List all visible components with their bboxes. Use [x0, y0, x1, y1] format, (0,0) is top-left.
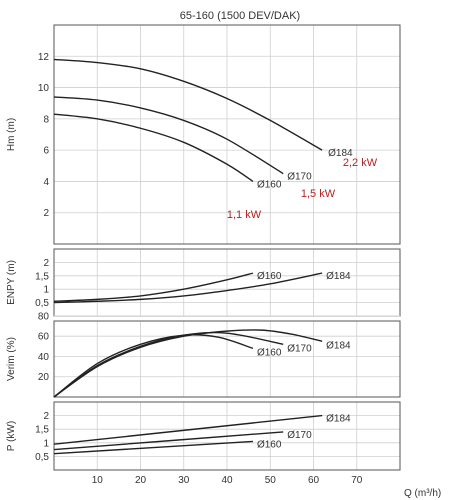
y-tick-label: 2: [43, 258, 49, 269]
x-tick-label: 20: [135, 475, 147, 486]
y-tick-label: 1,5: [35, 425, 49, 436]
x-tick-label: 70: [351, 475, 363, 486]
y-tick-label: 2: [43, 208, 49, 219]
series-label-hm: Ø160: [257, 179, 282, 190]
series-label-power: Ø160: [257, 439, 282, 450]
y-tick-label: 1: [43, 285, 49, 296]
motor-power-label: 2,2 kW: [343, 157, 378, 169]
x-tick-label: 30: [178, 475, 190, 486]
y-axis-title-npsh: ENPY (m): [6, 260, 17, 305]
y-tick-label: 10: [38, 83, 50, 94]
series-label-power: Ø170: [287, 430, 312, 441]
chart-title: 65-160 (1500 DEV/DAK): [180, 10, 300, 22]
panel-power: 0,5 1 1,5 2 P (kW) Ø184 Ø170 Ø160: [6, 401, 401, 471]
series-line-power-Ø170: [53, 431, 284, 451]
series-line-hm-Ø184: [53, 58, 323, 151]
series-line-power-Ø160: [53, 440, 253, 455]
y-axis-title-hm: Hm (m): [6, 118, 17, 151]
series-line-npsh-Ø160: [53, 272, 254, 302]
panel-frame: [53, 401, 401, 471]
series-label-eff: Ø170: [287, 343, 312, 354]
series-line-eff-Ø184: [53, 329, 323, 398]
series-label-eff: Ø184: [326, 340, 351, 351]
y-tick-label: 60: [38, 332, 50, 343]
panel-npsh: 0,5 1 1,5 2 ENPY (m) Ø160 Ø184: [6, 248, 401, 317]
series-label-hm: Ø170: [287, 172, 312, 183]
motor-power-label: 1,5 kW: [301, 188, 336, 200]
series-line-power-Ø184: [53, 414, 323, 445]
y-tick-label: 8: [43, 114, 49, 125]
series-line-hm-Ø160: [53, 113, 254, 183]
y-tick-label: 1,5: [35, 271, 49, 282]
y-axis-title-eff: Verim (%): [6, 337, 17, 381]
y-tick-label: 4: [43, 177, 49, 188]
series-label-power: Ø184: [326, 414, 351, 425]
y-tick-label: 1: [43, 438, 49, 449]
x-axis: 10 20 30 40 50 60 70: [92, 475, 363, 486]
y-axis-title-power: P (kW): [6, 421, 17, 451]
panel-eff: 20 40 60 80 Verim (%) Ø160 Ø170 Ø184: [6, 311, 401, 398]
series-line-hm-Ø170: [53, 96, 284, 175]
x-tick-label: 10: [92, 475, 104, 486]
y-tick-label: 0,5: [35, 298, 49, 309]
x-tick-label: 50: [265, 475, 277, 486]
panel-frame: [53, 320, 401, 398]
y-tick-label: 20: [38, 372, 50, 383]
series-line-eff-Ø160: [53, 333, 254, 398]
panel-hm: 2 4 6 8 10 12 Hm (m) Ø184 Ø170 Ø160 1,1 kW 1,5 kW 2,…: [6, 24, 401, 245]
y-tick-label: 12: [38, 52, 50, 63]
series-label-eff: Ø160: [257, 347, 282, 358]
y-tick-label: 40: [38, 352, 50, 363]
y-tick-label: 6: [43, 146, 49, 157]
x-tick-label: 60: [308, 475, 320, 486]
panel-frame: [53, 24, 401, 245]
y-tick-label: 80: [38, 311, 50, 322]
motor-power-label: 1,1 kW: [227, 209, 262, 221]
y-tick-label: 0,5: [35, 452, 49, 463]
x-axis-title: Q (m³/h): [404, 488, 441, 499]
series-label-npsh: Ø184: [326, 271, 351, 282]
series-label-npsh: Ø160: [257, 271, 282, 282]
y-tick-label: 2: [43, 411, 49, 422]
x-tick-label: 40: [221, 475, 233, 486]
series-line-npsh-Ø184: [53, 272, 323, 304]
series-line-eff-Ø170: [53, 331, 284, 398]
series-label-hm: Ø184: [328, 148, 353, 159]
